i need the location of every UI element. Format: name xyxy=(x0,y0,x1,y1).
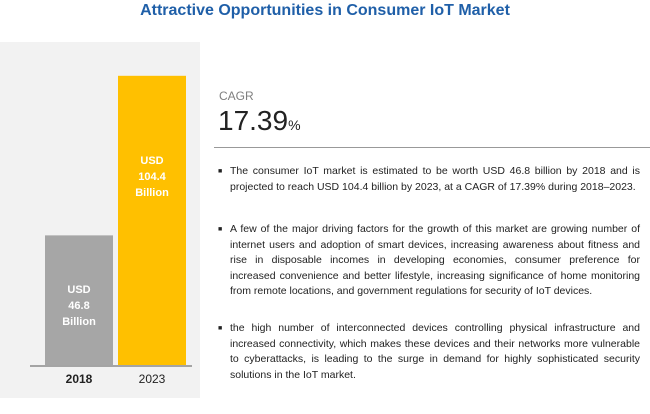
x-tick-label: 2023 xyxy=(138,372,166,386)
bar xyxy=(45,235,113,365)
cagr-unit: % xyxy=(288,117,301,133)
divider xyxy=(214,147,650,148)
bullet-text: A few of the major driving factors for t… xyxy=(218,222,640,300)
cagr-number: 17.39 xyxy=(218,105,289,136)
cagr-label: CAGR xyxy=(219,89,254,103)
bar xyxy=(118,75,186,365)
chart-title: Attractive Opportunities in Consumer IoT… xyxy=(140,2,510,19)
bullet-text: The consumer IoT market is estimated to … xyxy=(218,164,640,195)
cagr-value: 17.39% xyxy=(218,105,301,137)
x-tick-label: 2018 xyxy=(65,372,93,386)
bullet-text: the high number of interconnected device… xyxy=(218,321,640,383)
value-label: USD 104.4 Billion xyxy=(135,155,169,200)
value-label: USD 46.8 Billion xyxy=(62,284,96,329)
